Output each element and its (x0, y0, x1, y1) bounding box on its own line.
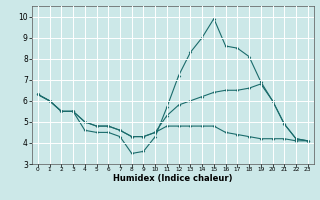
X-axis label: Humidex (Indice chaleur): Humidex (Indice chaleur) (113, 174, 233, 183)
